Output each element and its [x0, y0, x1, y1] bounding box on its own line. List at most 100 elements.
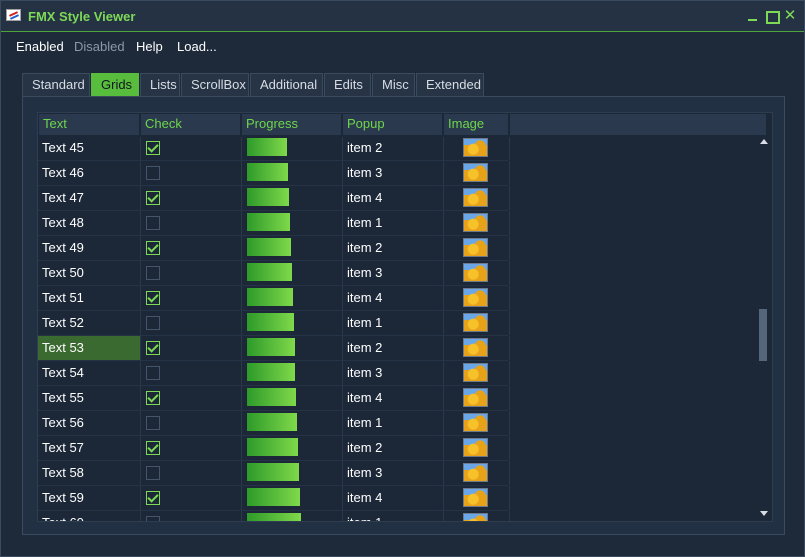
table-row[interactable]: Text 54 item 3: [38, 361, 758, 386]
cell-popup[interactable]: item 4: [343, 486, 444, 510]
tab-grids[interactable]: Grids: [91, 73, 139, 96]
tab-standard[interactable]: Standard: [22, 73, 90, 96]
cell-popup[interactable]: item 4: [343, 386, 444, 410]
row-checkbox[interactable]: [146, 266, 160, 280]
row-checkbox[interactable]: [146, 216, 160, 230]
table-row[interactable]: Text 57 item 2: [38, 436, 758, 461]
cell-popup[interactable]: item 3: [343, 461, 444, 485]
table-row[interactable]: Text 52 item 1: [38, 311, 758, 336]
cell-text[interactable]: Text 56: [38, 411, 141, 435]
cell-popup[interactable]: item 1: [343, 511, 444, 521]
cell-popup[interactable]: item 2: [343, 137, 444, 160]
tab-additional[interactable]: Additional: [250, 73, 323, 96]
row-checkbox[interactable]: [146, 141, 160, 155]
cell-popup[interactable]: item 3: [343, 161, 444, 185]
cell-text[interactable]: Text 48: [38, 211, 141, 235]
image-thumbnail-icon: [463, 463, 488, 482]
table-row[interactable]: Text 47 item 4: [38, 186, 758, 211]
row-divider: [38, 235, 508, 236]
cell-image: [444, 436, 510, 460]
scroll-down-arrow-icon[interactable]: [760, 511, 768, 516]
row-checkbox[interactable]: [146, 366, 160, 380]
cell-text[interactable]: Text 50: [38, 261, 141, 285]
cell-text[interactable]: Text 46: [38, 161, 141, 185]
row-checkbox[interactable]: [146, 191, 160, 205]
cell-text[interactable]: Text 53: [38, 336, 141, 360]
cell-popup[interactable]: item 2: [343, 236, 444, 260]
table-row[interactable]: Text 59 item 4: [38, 486, 758, 511]
cell-popup[interactable]: item 3: [343, 261, 444, 285]
column-header-image[interactable]: Image: [444, 114, 510, 135]
vertical-scrollbar[interactable]: [756, 135, 772, 521]
scrollbar-thumb[interactable]: [759, 309, 767, 361]
tab-lists[interactable]: Lists: [140, 73, 180, 96]
string-grid[interactable]: Text Check Progress Popup Image Text 45 i…: [37, 112, 773, 522]
column-header-progress[interactable]: Progress: [242, 114, 343, 135]
cell-progress: [242, 436, 343, 460]
minimize-icon[interactable]: [746, 9, 760, 23]
row-checkbox[interactable]: [146, 291, 160, 305]
cell-popup[interactable]: item 3: [343, 361, 444, 385]
cell-check: [141, 161, 242, 185]
table-row[interactable]: Text 49 item 2: [38, 236, 758, 261]
row-checkbox[interactable]: [146, 516, 160, 521]
column-header-popup[interactable]: Popup: [343, 114, 444, 135]
row-checkbox[interactable]: [146, 416, 160, 430]
column-header-check[interactable]: Check: [141, 114, 242, 135]
cell-text[interactable]: Text 58: [38, 461, 141, 485]
cell-progress: [242, 236, 343, 260]
cell-text[interactable]: Text 55: [38, 386, 141, 410]
row-checkbox[interactable]: [146, 166, 160, 180]
table-row[interactable]: Text 48 item 1: [38, 211, 758, 236]
cell-popup[interactable]: item 2: [343, 436, 444, 460]
row-checkbox[interactable]: [146, 391, 160, 405]
cell-text[interactable]: Text 60: [38, 511, 141, 521]
table-row[interactable]: Text 60 item 1: [38, 511, 758, 521]
cell-text[interactable]: Text 45: [38, 137, 141, 160]
column-header-text[interactable]: Text: [39, 114, 141, 135]
cell-text[interactable]: Text 54: [38, 361, 141, 385]
table-row[interactable]: Text 51 item 4: [38, 286, 758, 311]
cell-popup[interactable]: item 1: [343, 211, 444, 235]
cell-check: [141, 186, 242, 210]
table-row[interactable]: Text 50 item 3: [38, 261, 758, 286]
tab-scrollbox[interactable]: ScrollBox: [181, 73, 249, 96]
maximize-icon[interactable]: [765, 9, 780, 24]
table-row[interactable]: Text 45 item 2: [38, 137, 758, 161]
scroll-up-arrow-icon[interactable]: [760, 139, 768, 144]
table-row[interactable]: Text 55 item 4: [38, 386, 758, 411]
cell-text[interactable]: Text 52: [38, 311, 141, 335]
menu-enabled[interactable]: Enabled: [16, 39, 64, 54]
row-checkbox[interactable]: [146, 441, 160, 455]
cell-popup[interactable]: item 1: [343, 311, 444, 335]
table-row[interactable]: Text 53 item 2: [38, 336, 758, 361]
menu-disabled[interactable]: Disabled: [74, 39, 125, 54]
row-checkbox[interactable]: [146, 316, 160, 330]
row-checkbox[interactable]: [146, 341, 160, 355]
tab-edits[interactable]: Edits: [324, 73, 371, 96]
close-icon[interactable]: ✕: [783, 7, 797, 24]
table-row[interactable]: Text 56 item 1: [38, 411, 758, 436]
cell-popup[interactable]: item 4: [343, 186, 444, 210]
cell-text[interactable]: Text 59: [38, 486, 141, 510]
row-checkbox[interactable]: [146, 466, 160, 480]
menu-load[interactable]: Load...: [177, 39, 217, 54]
row-checkbox[interactable]: [146, 241, 160, 255]
menu-help[interactable]: Help: [136, 39, 163, 54]
cell-text[interactable]: Text 47: [38, 186, 141, 210]
row-checkbox[interactable]: [146, 491, 160, 505]
progress-bar: [247, 513, 301, 521]
cell-image: [444, 137, 510, 160]
cell-popup[interactable]: item 2: [343, 336, 444, 360]
column-header-empty: [510, 114, 768, 135]
cell-text[interactable]: Text 57: [38, 436, 141, 460]
cell-text[interactable]: Text 51: [38, 286, 141, 310]
table-row[interactable]: Text 58 item 3: [38, 461, 758, 486]
cell-popup[interactable]: item 1: [343, 411, 444, 435]
cell-text[interactable]: Text 49: [38, 236, 141, 260]
tab-extended[interactable]: Extended: [416, 73, 484, 96]
table-row[interactable]: Text 46 item 3: [38, 161, 758, 186]
tab-misc[interactable]: Misc: [372, 73, 415, 96]
cell-popup[interactable]: item 4: [343, 286, 444, 310]
